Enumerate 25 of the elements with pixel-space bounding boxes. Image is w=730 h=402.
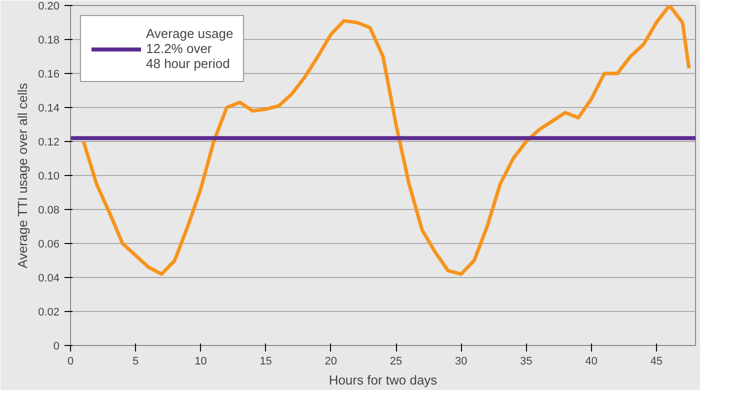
x-tick-label: 30 bbox=[455, 356, 468, 368]
y-tick-label: 0.20 bbox=[38, 0, 60, 12]
x-axis-title: Hours for two days bbox=[328, 372, 438, 388]
y-tick-label: 0.06 bbox=[38, 238, 60, 250]
x-tick-label: 40 bbox=[585, 356, 598, 368]
x-tick-label: 25 bbox=[390, 356, 402, 368]
legend-label: Average usage 12.2% over 48 hour period bbox=[146, 26, 234, 71]
y-tick-label: 0 bbox=[53, 340, 60, 352]
y-axis-title: Average TTI usage over all cells bbox=[15, 82, 30, 268]
x-tick-label: 15 bbox=[260, 356, 272, 368]
y-tick-label: 0.16 bbox=[38, 68, 60, 80]
x-tick-label: 5 bbox=[132, 356, 139, 368]
line-series bbox=[82, 6, 691, 276]
y-tick-label: 0.14 bbox=[38, 102, 60, 114]
y-tick-label: 0.18 bbox=[38, 34, 60, 46]
y-tick-label: 0.04 bbox=[38, 272, 60, 284]
x-tick-label: 35 bbox=[520, 356, 532, 368]
x-tick-label: 45 bbox=[650, 356, 663, 368]
x-tick-label: 20 bbox=[324, 356, 338, 368]
y-tick-label: 0.08 bbox=[38, 204, 60, 216]
y-tick-label: 0.12 bbox=[38, 136, 60, 148]
x-tick-label: 10 bbox=[194, 356, 207, 368]
x-tick-label: 0 bbox=[67, 356, 74, 368]
y-tick-label: 0.10 bbox=[38, 170, 60, 182]
y-tick-label: 0.02 bbox=[38, 306, 60, 318]
